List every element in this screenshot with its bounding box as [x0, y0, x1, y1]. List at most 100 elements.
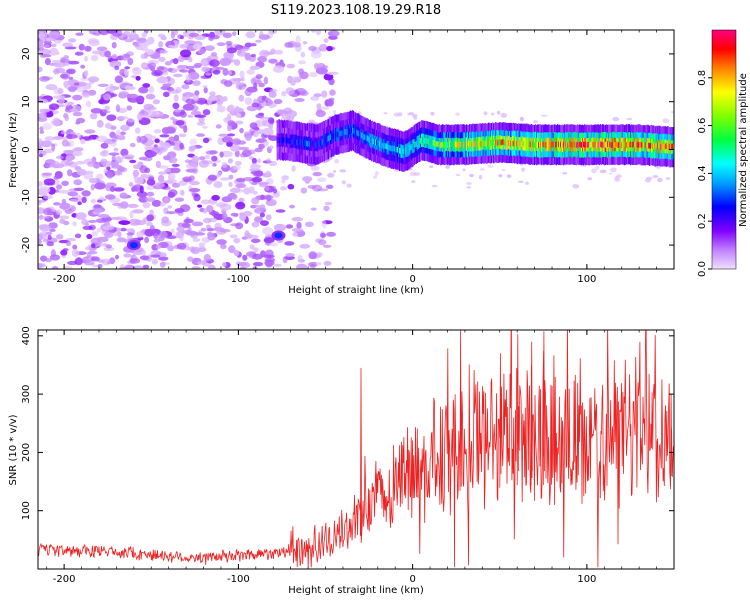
- heatmap-cell: [119, 192, 128, 198]
- heatmap-cell: [455, 141, 457, 148]
- heatmap-cell: [151, 258, 159, 265]
- heatmap-cell: [542, 141, 544, 147]
- heatmap-cell: [200, 227, 207, 232]
- heatmap-cell: [322, 138, 324, 145]
- heatmap-cell: [296, 263, 308, 269]
- heatmap-cell: [183, 218, 194, 224]
- heatmap-cell: [75, 257, 83, 265]
- heatmap-cell: [205, 150, 217, 155]
- heatmap-cell: [572, 184, 580, 189]
- heatmap-cell: [67, 169, 73, 177]
- heatmap-cell: [517, 180, 524, 183]
- heatmap-cell: [286, 138, 288, 144]
- heatmap-cell: [238, 46, 250, 52]
- heatmap-cell: [146, 214, 154, 222]
- heatmap-cell: [379, 141, 381, 147]
- heatmap-cell: [231, 193, 238, 200]
- heatmap-cell: [235, 82, 247, 90]
- heatmap-cell: [543, 141, 545, 148]
- heatmap-cell: [621, 141, 623, 147]
- heatmap-cell: [479, 168, 485, 171]
- heatmap-cell: [507, 140, 509, 146]
- heatmap-cell: [89, 113, 98, 120]
- heatmap-cell: [67, 191, 79, 197]
- heatmap-cell: [662, 118, 670, 123]
- heatmap-cell: [506, 174, 512, 178]
- heatmap-cell: [274, 49, 283, 55]
- snr-ytick-label: 400: [21, 326, 32, 345]
- heatmap-cell: [149, 209, 154, 216]
- heatmap-cell: [62, 62, 70, 66]
- heatmap-cell: [163, 91, 170, 98]
- heatmap-cell: [408, 146, 410, 152]
- heatmap-cell: [117, 134, 126, 141]
- heatmap-cell: [409, 145, 411, 152]
- heatmap-cell: [309, 141, 311, 147]
- heatmap-cell: [131, 75, 137, 79]
- heatmap-cell: [215, 124, 222, 129]
- heatmap-cell: [51, 160, 61, 169]
- heatmap-cell: [406, 146, 408, 153]
- heatmap-cell: [401, 147, 403, 154]
- heatmap-cell: [39, 215, 50, 219]
- heatmap-cell: [225, 40, 233, 46]
- heatmap-cell: [269, 145, 274, 149]
- heatmap-cell: [383, 112, 388, 115]
- heatmap-cell: [291, 138, 293, 145]
- heatmap-cell: [97, 213, 110, 218]
- heatmap-cell: [417, 139, 420, 146]
- heatmap-cell: [189, 138, 197, 147]
- heatmap-cell: [198, 160, 209, 168]
- heatmap-cell: [625, 142, 628, 148]
- heatmap-cell: [198, 100, 207, 104]
- heatmap-cell: [385, 143, 387, 149]
- heatmap-cell: [150, 65, 155, 72]
- heatmap-cell: [191, 221, 204, 227]
- heatmap-cell: [285, 137, 287, 143]
- heatmap-cell: [402, 148, 404, 154]
- heatmap-cell: [104, 105, 110, 111]
- heatmap-cell: [91, 264, 99, 268]
- heatmap-cell: [668, 143, 670, 150]
- heatmap-cell: [310, 165, 320, 171]
- heatmap-cell: [203, 254, 211, 262]
- heatmap-cell: [658, 142, 660, 149]
- heatmap-cell: [207, 264, 216, 269]
- heatmap-cell: [243, 187, 251, 195]
- heatmap-cell: [185, 65, 194, 70]
- heatmap-cell: [341, 180, 346, 185]
- heatmap-cell: [227, 70, 233, 76]
- heatmap-cell: [599, 141, 601, 148]
- heatmap-cell: [120, 124, 130, 131]
- heatmap-cell: [341, 130, 343, 137]
- heatmap-cell: [132, 265, 144, 269]
- snr-xtick-label: 0: [409, 574, 415, 585]
- heatmap-cell: [145, 197, 156, 203]
- heatmap-cell: [43, 194, 53, 200]
- heatmap-cell: [614, 177, 621, 182]
- heatmap-cell: [521, 167, 526, 172]
- heatmap-cell: [253, 247, 259, 253]
- heatmap-cell: [120, 264, 125, 269]
- heatmap-cell: [109, 125, 117, 130]
- heatmap-cell: [192, 43, 202, 50]
- heatmap-cell: [266, 158, 271, 163]
- heatmap-cell: [620, 142, 622, 148]
- heatmap-cell: [51, 143, 56, 151]
- heatmap-cell: [235, 112, 242, 118]
- heatmap-cell: [650, 143, 652, 149]
- heatmap-cell: [257, 181, 270, 185]
- heatmap-cell: [173, 94, 179, 102]
- heatmap-cell: [249, 204, 262, 208]
- heatmap-cell: [283, 107, 293, 115]
- heatmap-cell: [321, 65, 329, 69]
- heatmap-cell: [540, 141, 542, 148]
- heatmap-cell: [80, 64, 86, 69]
- heatmap-cell: [375, 139, 377, 146]
- heatmap-cell: [52, 110, 59, 115]
- heatmap-cell: [449, 141, 451, 148]
- heatmap-cell: [179, 44, 189, 49]
- heatmap-cell: [115, 156, 122, 164]
- heatmap-cell: [223, 80, 233, 87]
- heatmap-cell: [591, 141, 593, 148]
